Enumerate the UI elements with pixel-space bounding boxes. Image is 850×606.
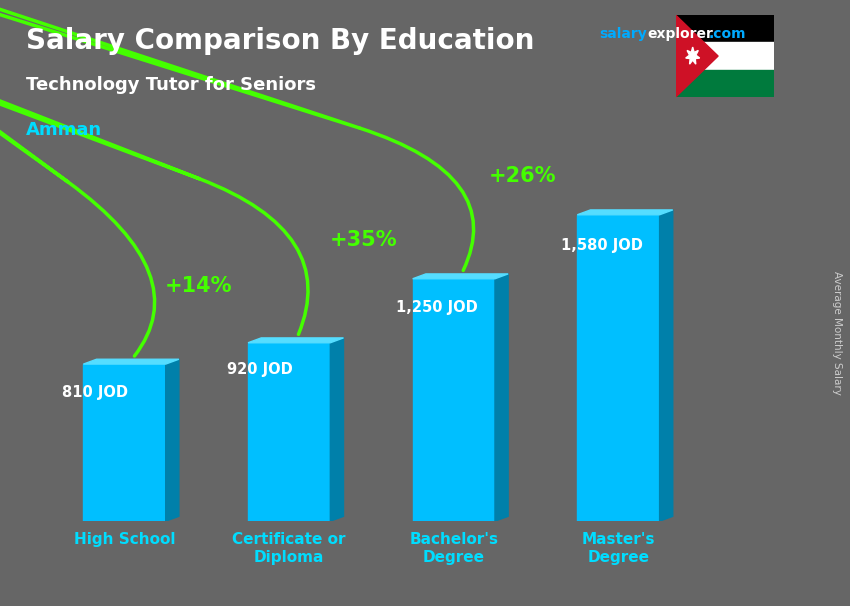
Text: 920 JOD: 920 JOD [227, 362, 292, 377]
Text: 1,250 JOD: 1,250 JOD [396, 300, 478, 315]
Bar [676, 42, 774, 70]
Text: .com: .com [709, 27, 746, 41]
Text: +26%: +26% [490, 165, 557, 185]
Polygon shape [331, 338, 343, 521]
Polygon shape [248, 338, 343, 343]
Text: +35%: +35% [330, 230, 397, 250]
Text: +14%: +14% [165, 276, 232, 296]
Text: explorer: explorer [648, 27, 714, 41]
Text: 810 JOD: 810 JOD [62, 385, 128, 401]
Polygon shape [412, 274, 508, 279]
Polygon shape [676, 15, 718, 97]
Text: Amman: Amman [26, 121, 102, 139]
Polygon shape [166, 359, 178, 521]
Polygon shape [577, 210, 672, 215]
Bar [676, 70, 774, 97]
Polygon shape [412, 279, 495, 521]
Text: Salary Comparison By Education: Salary Comparison By Education [26, 27, 534, 55]
Polygon shape [83, 359, 178, 364]
Text: Technology Tutor for Seniors: Technology Tutor for Seniors [26, 76, 315, 94]
Polygon shape [83, 364, 166, 521]
Text: salary: salary [599, 27, 647, 41]
Text: Average Monthly Salary: Average Monthly Salary [832, 271, 842, 395]
Polygon shape [686, 47, 700, 64]
Bar [676, 15, 774, 42]
Polygon shape [577, 215, 660, 521]
Polygon shape [660, 210, 672, 521]
Polygon shape [495, 274, 508, 521]
Text: 1,580 JOD: 1,580 JOD [561, 238, 643, 253]
Polygon shape [248, 343, 331, 521]
